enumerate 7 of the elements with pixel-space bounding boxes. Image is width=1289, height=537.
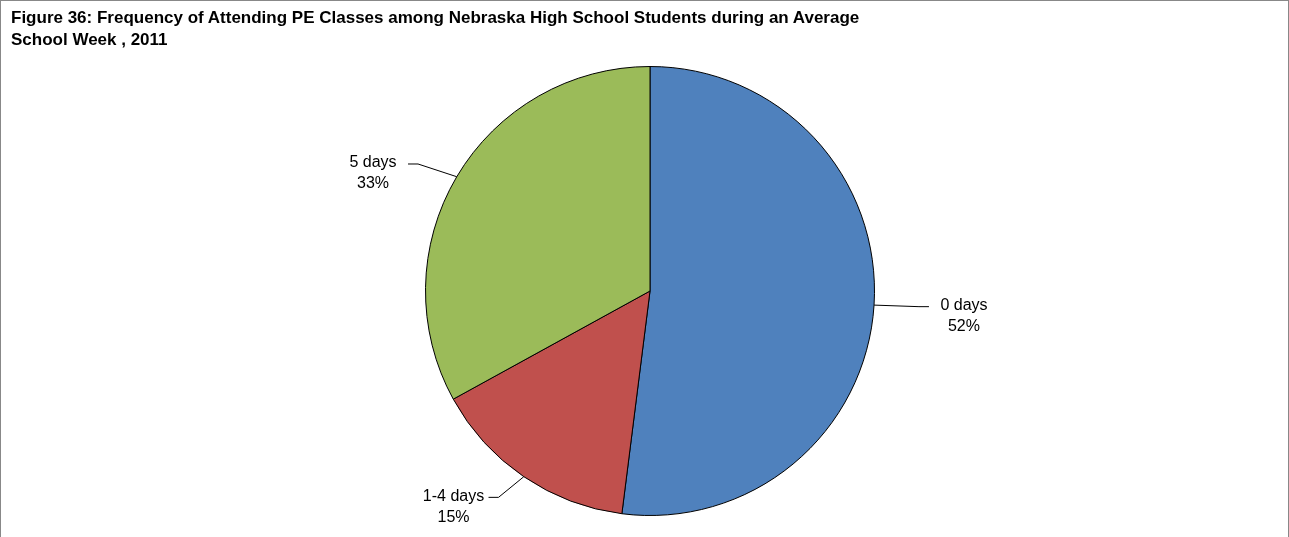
chart-title: Figure 36: Frequency of Attending PE Classes among Nebraska High School Students during an Average School Week , 2011	[11, 7, 861, 51]
slice-label: 5 days	[349, 153, 397, 171]
data-label: 15%	[437, 507, 470, 525]
slice-label: 0 days	[940, 296, 988, 314]
data-label: 52%	[947, 317, 980, 335]
data-label: 33%	[357, 174, 390, 192]
slice-label: 1-4 days	[422, 486, 485, 504]
